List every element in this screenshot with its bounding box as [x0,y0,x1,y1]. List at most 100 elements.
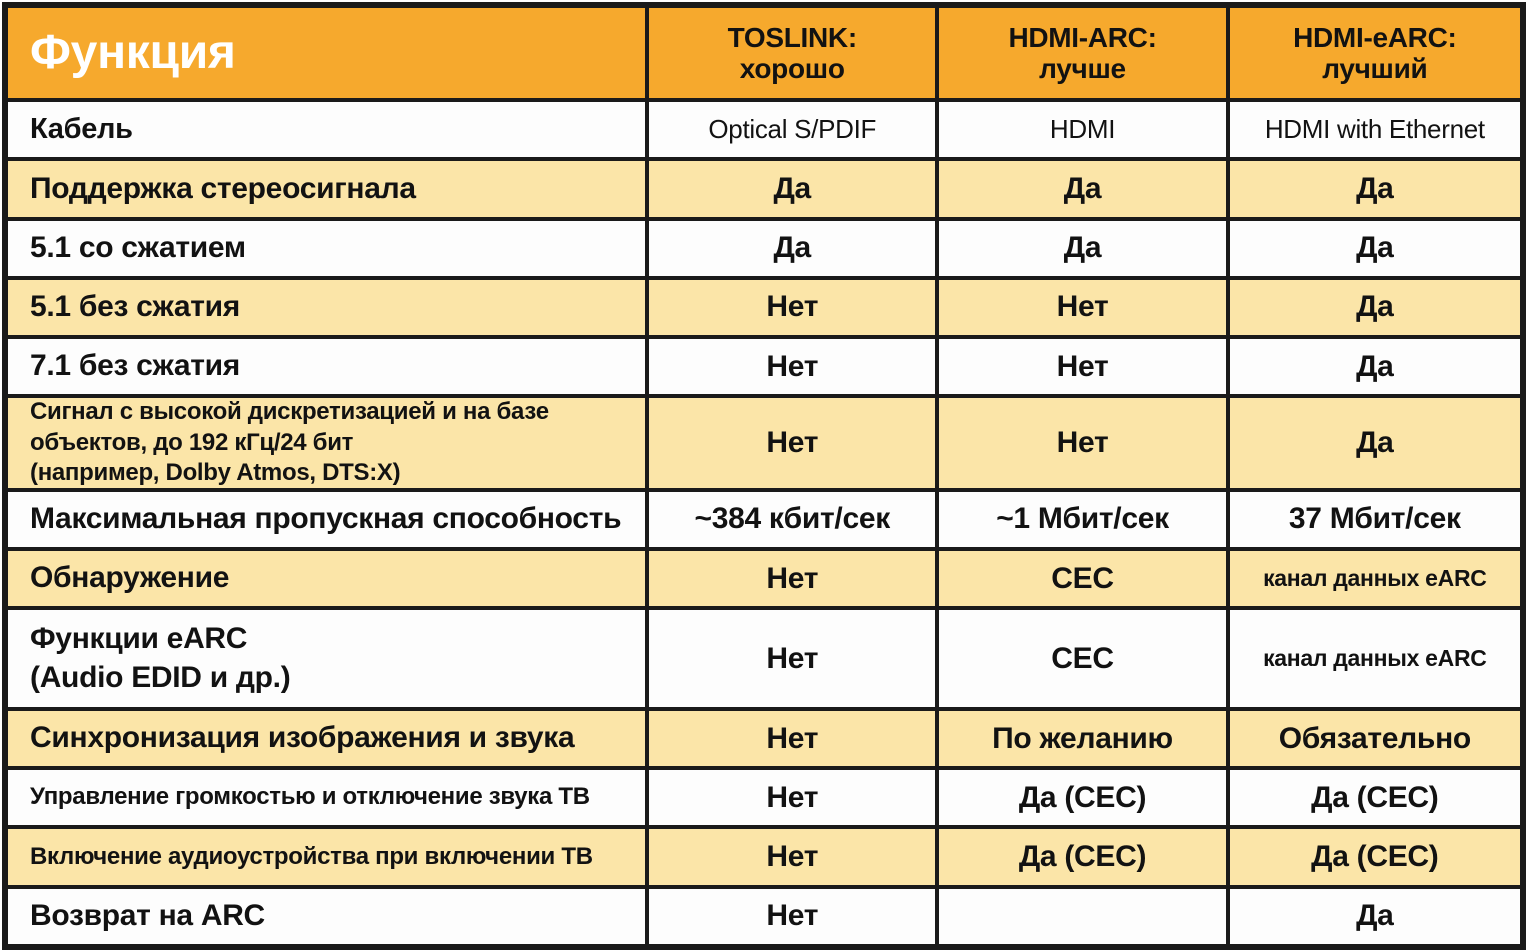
feature-label: 7.1 без сжатия [30,349,240,383]
feature-label: 5.1 со сжатием [30,230,246,264]
hdmi-earc-value: Да [1356,290,1394,324]
table-row: 7.1 без сжатия Нет Нет Да [8,335,1520,395]
feature-label: Функции eARC (Audio EDID и др.) [30,622,291,694]
toslink-value: Optical S/PDIF [708,114,877,145]
toslink-value-cell: Нет [649,551,940,607]
column-header-function: Функция [8,8,650,98]
column-header-hdmi-arc: HDMI-ARC: лучше [939,8,1230,98]
feature-cell: 5.1 со сжатием [8,220,650,276]
hdmi-arc-value-cell: Нет [939,339,1230,395]
hdmi-arc-value-cell: Да [939,220,1230,276]
hdmi-earc-value-cell: канал данных eARC [1230,551,1520,606]
hdmi-arc-header-name: HDMI-ARC: [1008,21,1157,53]
table-row: 5.1 без сжатия Нет Нет Да [8,275,1520,335]
table-row: Синхронизация изображения и звука Нет По… [8,706,1520,767]
hdmi-arc-value: Нет [1056,349,1109,383]
hdmi-arc-value: Да [1063,231,1102,265]
table-row: Обнаружение Нет CEC канал данных eARC [8,547,1520,607]
hdmi-earc-value: Да [1356,171,1394,205]
hdmi-arc-value-cell: Да (CEC) [939,770,1230,826]
feature-label: Поддержка стереосигнала [30,171,416,205]
hdmi-earc-value-cell: канал данных eARC [1230,610,1520,707]
feature-cell: Обнаружение [8,551,650,607]
hdmi-earc-value-cell: Да [1230,221,1520,276]
hdmi-earc-value-cell: Да [1230,339,1520,394]
hdmi-earc-value-cell: Да (CEC) [1230,770,1520,825]
feature-cell: Максимальная пропускная способность [8,491,650,548]
table-row: Управление громкостью и отключение звука… [8,766,1520,826]
hdmi-earc-value-cell: 37 Мбит/сек [1230,492,1520,547]
hdmi-arc-value-cell: HDMI [939,102,1230,158]
toslink-value: Да [773,171,811,205]
table-row: Максимальная пропускная способность ~384… [8,487,1520,548]
toslink-value: Нет [766,641,819,675]
column-header-toslink: TOSLINK: хорошо [649,8,940,98]
toslink-value-cell: Нет [649,829,940,885]
function-header-label: Функция [30,26,236,80]
hdmi-earc-value-cell: Да [1230,161,1520,216]
feature-label: 5.1 без сжатия [30,290,240,324]
toslink-value: Нет [766,349,819,383]
hdmi-earc-value-cell: Обязательно [1230,711,1520,766]
hdmi-earc-value: Да (CEC) [1311,780,1439,814]
toslink-header-name: TOSLINK: [727,21,858,53]
feature-cell: Возврат на ARC [8,888,650,944]
feature-label: Возврат на ARC [30,899,265,933]
toslink-value-cell: Да [649,220,940,276]
hdmi-earc-value: канал данных eARC [1263,645,1487,672]
feature-label: Синхронизация изображения и звука [30,721,575,755]
hdmi-arc-header-grade: лучше [1039,53,1126,84]
hdmi-arc-value: CEC [1051,641,1114,675]
table-row: Поддержка стереосигнала Да Да Да [8,157,1520,217]
toslink-value-cell: Нет [649,610,940,707]
hdmi-earc-value-cell: Да [1230,280,1520,335]
toslink-value-cell: ~384 кбит/сек [649,491,940,548]
hdmi-earc-value: канал данных eARC [1263,565,1487,592]
toslink-value-cell: Нет [649,770,940,826]
hdmi-earc-header-name: HDMI-eARC: [1293,21,1457,53]
feature-label: Обнаружение [30,561,230,595]
table-header-row: Функция TOSLINK: хорошо HDMI-ARC: лучше … [8,8,1520,98]
hdmi-arc-value-cell: ~1 Мбит/сек [939,491,1230,548]
toslink-value-cell: Optical S/PDIF [649,102,940,158]
feature-cell: Синхронизация изображения и звука [8,710,650,767]
hdmi-earc-value: Обязательно [1278,721,1472,755]
toslink-value: Нет [766,721,819,755]
hdmi-arc-value-cell: По желанию [939,710,1230,767]
hdmi-arc-value: Да (CEC) [1018,840,1147,874]
toslink-value-cell: Нет [649,279,940,335]
feature-cell: 5.1 без сжатия [8,279,650,335]
hdmi-arc-value: Да [1063,171,1102,205]
hdmi-arc-value: Нет [1056,426,1109,459]
hdmi-earc-value: HDMI with Ethernet [1264,114,1485,145]
toslink-value: Нет [766,780,819,814]
hdmi-earc-value: 37 Мбит/сек [1288,502,1461,536]
table-row: Сигнал с высокой дискретизацией и на баз… [8,394,1520,488]
toslink-value: Нет [766,561,819,595]
feature-cell: Кабель [8,102,650,158]
feature-cell: Сигнал с высокой дискретизацией и на баз… [8,398,650,488]
hdmi-arc-value-cell: CEC [939,551,1230,607]
hdmi-arc-value-cell: Нет [939,398,1230,488]
feature-cell: Функции eARC (Audio EDID и др.) [8,610,650,707]
feature-cell: Включение аудиоустройства при включении … [8,829,650,885]
column-header-hdmi-earc: HDMI-eARC: лучший [1230,8,1520,98]
toslink-value: Да [773,231,811,265]
feature-label: Максимальная пропускная способность [30,502,622,536]
feature-label: Управление громкостью и отключение звука… [30,783,590,811]
hdmi-arc-value-cell: Да [939,161,1230,217]
hdmi-earc-value: Да [1356,231,1394,265]
toslink-value: Нет [766,290,819,324]
hdmi-earc-value: Да [1356,349,1394,383]
hdmi-earc-value-cell: HDMI with Ethernet [1230,102,1520,157]
feature-cell: 7.1 без сжатия [8,339,650,395]
feature-label: Сигнал с высокой дискретизацией и на баз… [30,398,549,487]
toslink-value: Нет [766,426,819,459]
feature-label: Включение аудиоустройства при включении … [30,842,593,870]
toslink-value: Нет [766,899,819,933]
table-row: Возврат на ARC Нет Да [8,884,1520,944]
table-row: Кабель Optical S/PDIF HDMI HDMI with Eth… [8,98,1520,158]
feature-cell: Поддержка стереосигнала [8,161,650,217]
